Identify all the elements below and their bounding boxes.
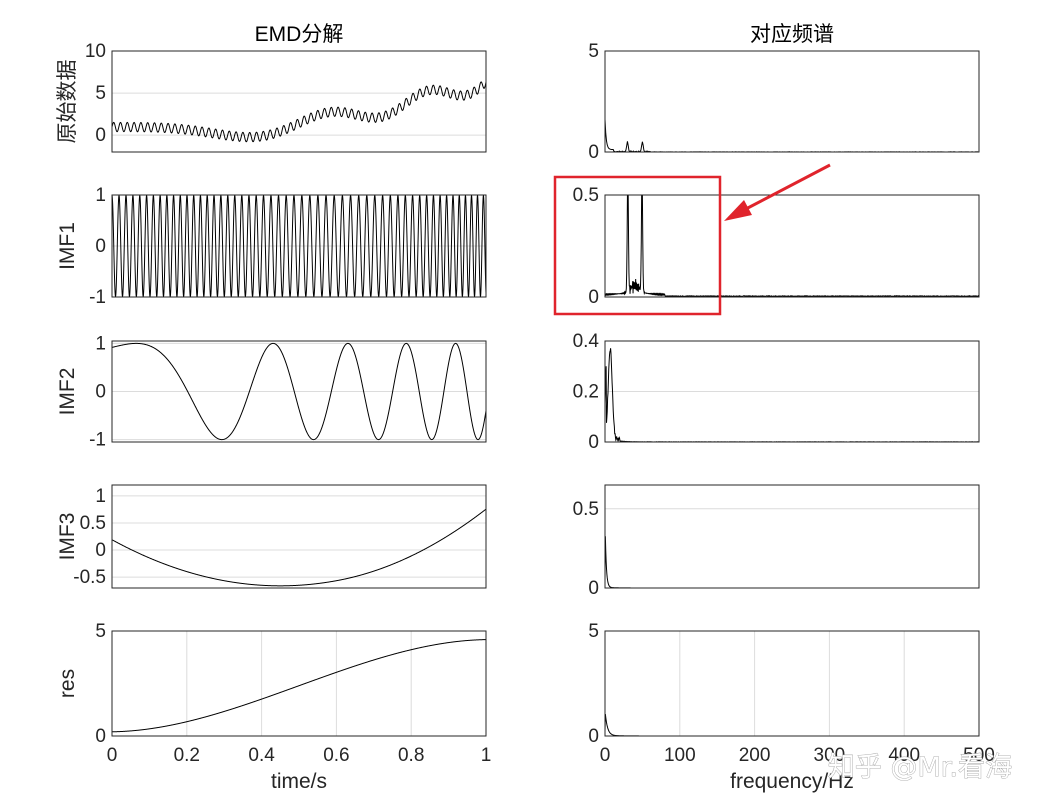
- y-tick-label: 0.2: [573, 382, 599, 403]
- panel-left-5: 5 00 0.2 0.4 0.6 0.8 1 res time/s: [56, 621, 491, 793]
- x-tick-label: 0.8: [398, 745, 424, 766]
- y-tick-label: 0.5: [573, 185, 599, 206]
- axes-border: [604, 484, 980, 589]
- y-axis-label: res: [56, 669, 79, 698]
- x-tick-label: 300: [814, 745, 846, 766]
- series-line: [112, 342, 486, 441]
- y-tick-label: 0: [95, 236, 106, 257]
- panel-right-2: 0.50: [573, 185, 980, 308]
- axes-border: [604, 194, 980, 298]
- y-tick-label: 0: [95, 125, 106, 146]
- axes-frame: [111, 484, 487, 589]
- series-line: [112, 195, 486, 297]
- y-tick-label: 0.5: [80, 513, 106, 534]
- highlight-arrow-shaft: [741, 163, 831, 213]
- axes-border: [111, 194, 487, 298]
- x-tick-label: 400: [888, 745, 920, 766]
- y-tick-label: 5: [95, 621, 106, 642]
- y-tick-label: 5: [95, 83, 106, 104]
- series-line: [605, 195, 979, 297]
- x-tick-label: 0.6: [323, 745, 349, 766]
- axes-frame: [604, 50, 980, 153]
- axes-border: [604, 50, 980, 153]
- x-tick-label: 100: [664, 745, 696, 766]
- axes-border: [604, 340, 980, 443]
- axes-frame: [604, 484, 980, 589]
- y-tick-label: -1: [89, 430, 106, 451]
- axes-frame: [111, 630, 487, 737]
- y-axis-label: IMF3: [56, 513, 79, 561]
- axes-frame: [604, 630, 980, 737]
- y-tick-label: 5: [588, 621, 599, 642]
- y-axis-label: 原始数据: [55, 60, 79, 144]
- panel-title: EMD分解: [255, 23, 344, 46]
- axes-frame: [111, 50, 487, 153]
- watermark-text: 知乎 @Mr.看海: [828, 752, 1012, 783]
- x-axis-label: frequency/Hz: [730, 770, 854, 793]
- y-tick-label: 0: [588, 142, 599, 163]
- y-axis-label: IMF1: [56, 222, 79, 270]
- y-tick-label: 0: [95, 382, 106, 403]
- series-line: [112, 508, 486, 587]
- y-tick-label: 0.4: [573, 331, 600, 352]
- y-tick-label: 1: [95, 185, 106, 206]
- x-tick-label: 0: [600, 745, 611, 766]
- highlight-box: [553, 175, 722, 316]
- y-tick-label: 0: [95, 726, 106, 747]
- y-tick-label: 0: [95, 540, 106, 561]
- y-tick-label: 0: [588, 726, 599, 747]
- x-tick-label: 500: [963, 745, 995, 766]
- x-tick-label: 0.2: [174, 745, 200, 766]
- x-axis-label: time/s: [271, 770, 327, 793]
- y-tick-label: 10: [85, 41, 106, 62]
- panel-left-4: 1 0.5 0 -0.5 IMF3: [56, 484, 487, 589]
- y-tick-label: -1: [89, 287, 106, 308]
- panel-left-2: 1 0 -1 IMF1: [56, 185, 487, 308]
- y-tick-label: 5: [588, 41, 599, 62]
- x-tick-label: 200: [739, 745, 771, 766]
- y-tick-label: 0.5: [573, 499, 599, 520]
- y-tick-label: 0: [588, 578, 599, 599]
- y-tick-label: 1: [95, 333, 106, 354]
- y-tick-label: -0.5: [73, 567, 106, 588]
- x-tick-label: 1: [481, 745, 492, 766]
- y-tick-label: 0: [588, 287, 599, 308]
- panel-right-4: 0.50: [573, 484, 980, 599]
- panel-title: 对应频谱: [750, 23, 834, 46]
- series-line: [112, 81, 486, 143]
- highlight-arrow-head: [724, 200, 752, 221]
- x-tick-label: 0.4: [248, 745, 275, 766]
- axes-border: [111, 50, 487, 153]
- panel-right-3: 0.4 0.2 0: [573, 331, 980, 453]
- y-axis-label: IMF2: [56, 368, 79, 416]
- x-tick-label: 0: [107, 745, 118, 766]
- axes-border: [111, 484, 487, 589]
- panel-left-3: 1 0 -1 IMF2: [56, 333, 487, 451]
- series-line: [112, 639, 486, 733]
- axes-border: [111, 630, 487, 737]
- panel-right-1: 5 0 对应频谱: [588, 23, 980, 163]
- y-tick-label: 0: [588, 432, 599, 453]
- axes-frame: [604, 194, 980, 298]
- y-tick-label: 1: [95, 486, 106, 507]
- axes-border: [604, 630, 980, 737]
- axes-border: [111, 340, 487, 443]
